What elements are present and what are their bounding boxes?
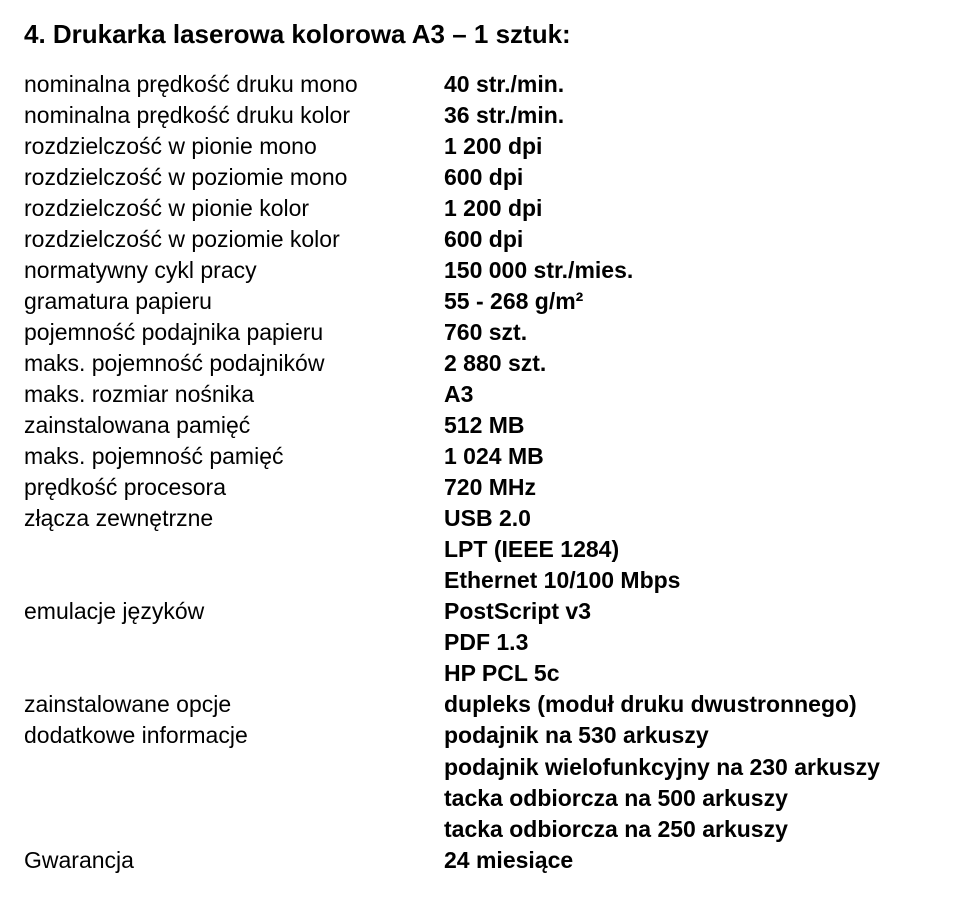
spec-value-line: 1 024 MB (444, 441, 936, 472)
spec-value: 150 000 str./mies. (424, 255, 936, 286)
spec-value-line: 2 880 szt. (444, 348, 936, 379)
spec-value-line: A3 (444, 379, 936, 410)
spec-value-line: 1 200 dpi (444, 193, 936, 224)
spec-label: rozdzielczość w pionie mono (24, 131, 424, 162)
table-row: normatywny cykl pracy 150 000 str./mies. (24, 255, 936, 286)
spec-value: podajnik na 530 arkuszypodajnik wielofun… (424, 720, 936, 844)
spec-value: 24 miesiące (424, 845, 936, 876)
spec-value-line: 512 MB (444, 410, 936, 441)
spec-value-line: 55 - 268 g/m² (444, 286, 936, 317)
spec-value-line: 760 szt. (444, 317, 936, 348)
spec-value: A3 (424, 379, 936, 410)
spec-value: PostScript v3PDF 1.3HP PCL 5c (424, 596, 936, 689)
table-row: emulacje językówPostScript v3PDF 1.3HP P… (24, 596, 936, 689)
spec-table: nominalna prędkość druku mono 40 str./min… (24, 69, 936, 876)
table-row: rozdzielczość w poziomie mono 600 dpi (24, 162, 936, 193)
spec-value: 40 str./min. (424, 69, 936, 100)
table-row: prędkość procesora 720 MHz (24, 472, 936, 503)
spec-value-line: podajnik na 530 arkuszy (444, 720, 936, 751)
table-row: nominalna prędkość druku kolor 36 str./mi… (24, 100, 936, 131)
spec-label: dodatkowe informacje (24, 720, 424, 844)
spec-value-line: PDF 1.3 (444, 627, 936, 658)
spec-label: gramatura papieru (24, 286, 424, 317)
spec-value-line: 40 str./min. (444, 69, 936, 100)
table-row: gramatura papieru 55 - 268 g/m² (24, 286, 936, 317)
spec-label: pojemność podajnika papieru (24, 317, 424, 348)
spec-value-line: 150 000 str./mies. (444, 255, 936, 286)
spec-label: normatywny cykl pracy (24, 255, 424, 286)
table-row: złącza zewnętrzneUSB 2.0LPT (IEEE 1284)E… (24, 503, 936, 596)
spec-label: rozdzielczość w poziomie kolor (24, 224, 424, 255)
spec-label: rozdzielczość w pionie kolor (24, 193, 424, 224)
spec-value: 720 MHz (424, 472, 936, 503)
spec-value: 600 dpi (424, 162, 936, 193)
spec-value-line: 24 miesiące (444, 845, 936, 876)
spec-label: rozdzielczość w poziomie mono (24, 162, 424, 193)
spec-value-line: 36 str./min. (444, 100, 936, 131)
spec-value-line: 1 200 dpi (444, 131, 936, 162)
spec-value-line: LPT (IEEE 1284) (444, 534, 936, 565)
spec-value: 1 200 dpi (424, 193, 936, 224)
table-row: nominalna prędkość druku mono 40 str./min… (24, 69, 936, 100)
spec-value-line: 600 dpi (444, 224, 936, 255)
spec-label: Gwarancja (24, 845, 424, 876)
spec-value: 2 880 szt. (424, 348, 936, 379)
spec-label: złącza zewnętrzne (24, 503, 424, 596)
table-row: Gwarancja 24 miesiące (24, 845, 936, 876)
spec-value-line: PostScript v3 (444, 596, 936, 627)
spec-value-line: tacka odbiorcza na 500 arkuszy (444, 783, 936, 814)
table-row: rozdzielczość w pionie mono 1 200 dpi (24, 131, 936, 162)
table-row: zainstalowane opcje dupleks (moduł druku … (24, 689, 936, 720)
spec-label: emulacje języków (24, 596, 424, 689)
spec-value: 600 dpi (424, 224, 936, 255)
spec-value-line: dupleks (moduł druku dwustronnego) (444, 689, 936, 720)
spec-label: nominalna prędkość druku kolor (24, 100, 424, 131)
spec-label: maks. pojemność pamięć (24, 441, 424, 472)
spec-label: nominalna prędkość druku mono (24, 69, 424, 100)
table-row: zainstalowana pamięć 512 MB (24, 410, 936, 441)
spec-value-line: HP PCL 5c (444, 658, 936, 689)
spec-label: maks. rozmiar nośnika (24, 379, 424, 410)
spec-value: 760 szt. (424, 317, 936, 348)
table-row: rozdzielczość w pionie kolor 1 200 dpi (24, 193, 936, 224)
table-row: maks. rozmiar nośnika A3 (24, 379, 936, 410)
spec-value: USB 2.0LPT (IEEE 1284)Ethernet 10/100 Mb… (424, 503, 936, 596)
spec-label: zainstalowane opcje (24, 689, 424, 720)
spec-value: 512 MB (424, 410, 936, 441)
spec-value: 1 024 MB (424, 441, 936, 472)
spec-value: dupleks (moduł druku dwustronnego) (424, 689, 936, 720)
spec-label: maks. pojemność podajników (24, 348, 424, 379)
table-row: pojemność podajnika papieru 760 szt. (24, 317, 936, 348)
spec-value-line: tacka odbiorcza na 250 arkuszy (444, 814, 936, 845)
spec-value: 36 str./min. (424, 100, 936, 131)
spec-value: 55 - 268 g/m² (424, 286, 936, 317)
spec-value: 1 200 dpi (424, 131, 936, 162)
spec-value-line: 720 MHz (444, 472, 936, 503)
spec-label: prędkość procesora (24, 472, 424, 503)
document-page: 4. Drukarka laserowa kolorowa A3 – 1 szt… (0, 0, 960, 906)
table-row: dodatkowe informacjepodajnik na 530 arku… (24, 720, 936, 844)
spec-value-line: podajnik wielofunkcyjny na 230 arkuszy (444, 752, 936, 783)
page-title: 4. Drukarka laserowa kolorowa A3 – 1 szt… (24, 18, 936, 51)
spec-value-line: Ethernet 10/100 Mbps (444, 565, 936, 596)
spec-value-line: USB 2.0 (444, 503, 936, 534)
table-row: maks. pojemność podajników 2 880 szt. (24, 348, 936, 379)
table-row: rozdzielczość w poziomie kolor 600 dpi (24, 224, 936, 255)
spec-value-line: 600 dpi (444, 162, 936, 193)
table-row: maks. pojemność pamięć 1 024 MB (24, 441, 936, 472)
spec-label: zainstalowana pamięć (24, 410, 424, 441)
